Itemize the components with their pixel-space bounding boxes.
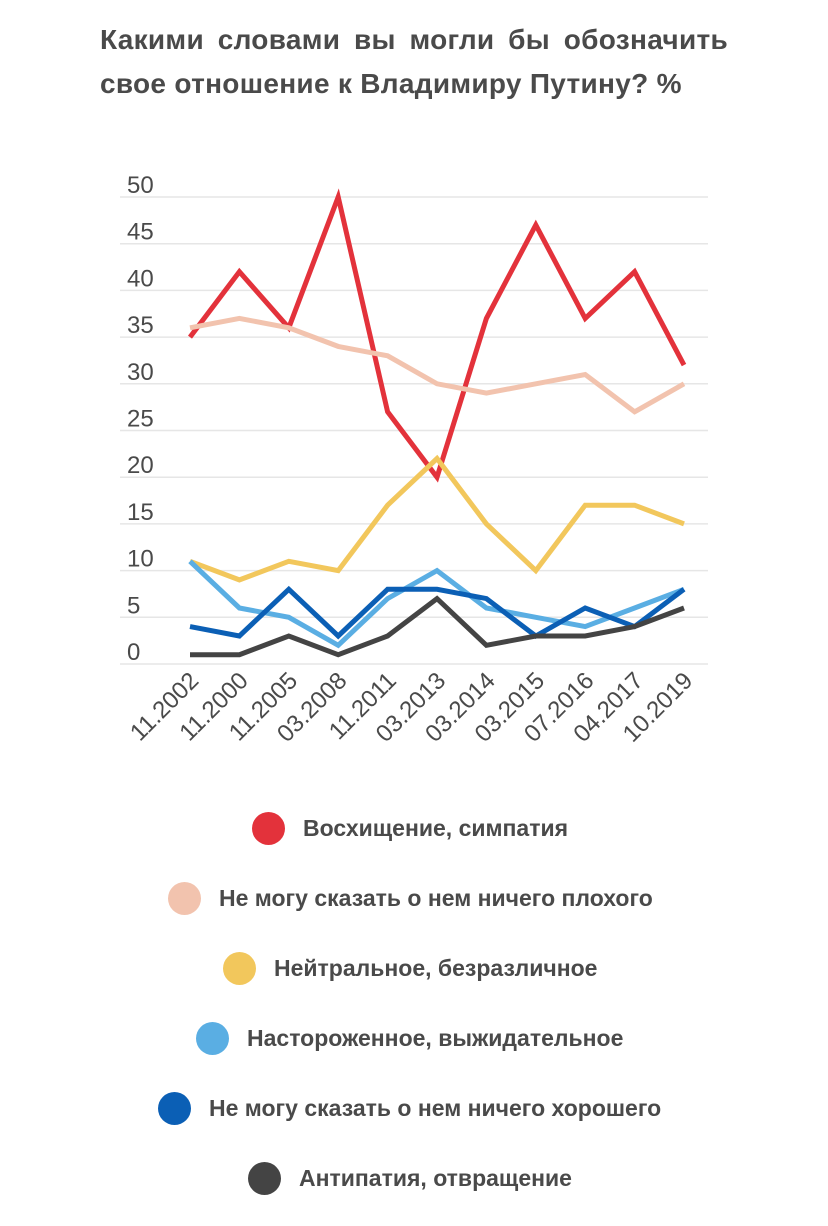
- series-line-2: [189, 315, 686, 415]
- series-line-5: [189, 585, 686, 640]
- series-line-6: [190, 595, 685, 658]
- y-tick-label: 45: [127, 219, 154, 246]
- legend-item: Настороженное, выжидательное: [196, 1020, 623, 1056]
- legend-item: Антипатия, отвращение: [248, 1160, 572, 1196]
- series-line-1: [188, 188, 687, 483]
- legend-swatch: [252, 811, 285, 845]
- series-line-3: [189, 454, 685, 583]
- y-tick-label: 25: [127, 406, 154, 433]
- y-tick-label: 40: [127, 265, 154, 292]
- series-line-4: [188, 559, 685, 649]
- legend-label: Антипатия, отвращение: [299, 1164, 572, 1191]
- legend-swatch: [196, 1021, 229, 1055]
- legend-label: Не могу сказать о нем ничего плохого: [219, 884, 653, 911]
- y-tick-label: 15: [127, 499, 154, 526]
- legend-label: Настороженное, выжидательное: [247, 1024, 624, 1051]
- legend-item: Не могу сказать о нем ничего плохого: [168, 880, 653, 916]
- chart-title: Какими словами вы могли бы обозначить св…: [100, 24, 728, 99]
- legend-item: Не могу сказать о нем ничего хорошего: [158, 1090, 661, 1126]
- y-tick-label: 30: [127, 359, 154, 386]
- legend-item: Восхищение, симпатия: [252, 810, 568, 846]
- legend-label: Восхищение, симпатия: [303, 814, 569, 841]
- y-tick-label: 0: [127, 639, 140, 666]
- y-tick-label: 50: [127, 172, 154, 199]
- legend-swatch: [248, 1161, 281, 1195]
- y-tick-label: 5: [127, 592, 140, 619]
- legend-swatch: [168, 881, 201, 915]
- legend-item: Нейтральное, безразличное: [223, 950, 597, 986]
- y-tick-label: 10: [127, 546, 154, 573]
- legend-swatch: [158, 1091, 191, 1125]
- y-tick-label: 35: [127, 312, 154, 339]
- y-tick-label: 20: [127, 452, 154, 479]
- legend-swatch: [223, 951, 256, 985]
- legend-label: Нейтральное, безразличное: [274, 954, 598, 981]
- legend-label: Не могу сказать о нем ничего хорошего: [209, 1094, 662, 1121]
